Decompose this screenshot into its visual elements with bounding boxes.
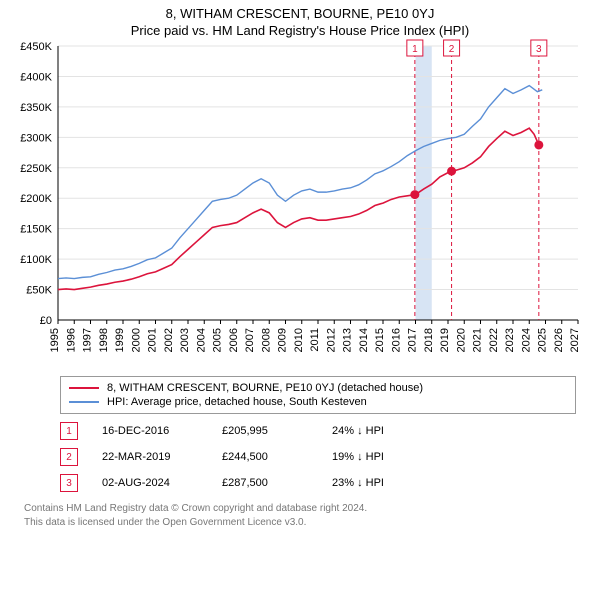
event-price: £244,500: [222, 451, 332, 463]
svg-text:£300K: £300K: [20, 132, 52, 144]
sale-events: 1 16-DEC-2016£205,99524% ↓ HPI 2 22-MAR-201…: [60, 418, 576, 496]
svg-text:£50K: £50K: [26, 285, 52, 297]
footnote: Contains HM Land Registry data © Crown c…: [24, 502, 576, 529]
event-price: £205,995: [222, 425, 332, 437]
svg-text:2009: 2009: [277, 328, 289, 352]
svg-text:2019: 2019: [439, 328, 451, 352]
page-subtitle: Price paid vs. HM Land Registry's House …: [0, 21, 600, 38]
event-diff: 19% ↓ HPI: [332, 451, 384, 463]
svg-text:2008: 2008: [260, 328, 272, 352]
legend: 8, WITHAM CRESCENT, BOURNE, PE10 0YJ (de…: [60, 376, 576, 414]
svg-text:2002: 2002: [163, 328, 175, 352]
legend-label: HPI: Average price, detached house, Sout…: [107, 396, 367, 408]
svg-text:£350K: £350K: [20, 102, 52, 114]
svg-text:2024: 2024: [520, 328, 532, 352]
svg-text:2018: 2018: [423, 328, 435, 352]
footnote-line: This data is licensed under the Open Gov…: [24, 516, 576, 530]
svg-text:1999: 1999: [114, 328, 126, 352]
page-title: 8, WITHAM CRESCENT, BOURNE, PE10 0YJ: [0, 0, 600, 21]
legend-swatch: [69, 387, 99, 389]
svg-text:2010: 2010: [293, 328, 305, 352]
footnote-line: Contains HM Land Registry data © Crown c…: [24, 502, 576, 516]
svg-text:2017: 2017: [407, 328, 419, 352]
svg-text:2001: 2001: [147, 328, 159, 352]
legend-row: 8, WITHAM CRESCENT, BOURNE, PE10 0YJ (de…: [69, 381, 567, 395]
svg-text:2021: 2021: [472, 328, 484, 352]
svg-text:2022: 2022: [488, 328, 500, 352]
event-diff: 24% ↓ HPI: [332, 425, 384, 437]
event-badge: 3: [60, 474, 78, 492]
svg-text:£400K: £400K: [20, 71, 52, 83]
svg-text:2012: 2012: [325, 328, 337, 352]
event-date: 02-AUG-2024: [102, 477, 222, 489]
svg-text:1: 1: [412, 44, 418, 55]
svg-text:£250K: £250K: [20, 163, 52, 175]
svg-text:£150K: £150K: [20, 224, 52, 236]
svg-text:3: 3: [536, 44, 542, 55]
event-badge: 1: [60, 422, 78, 440]
event-diff: 23% ↓ HPI: [332, 477, 384, 489]
svg-text:2026: 2026: [553, 328, 565, 352]
svg-text:2: 2: [449, 44, 455, 55]
svg-text:£100K: £100K: [20, 254, 52, 266]
event-row: 3 02-AUG-2024£287,50023% ↓ HPI: [60, 470, 576, 496]
svg-text:2025: 2025: [537, 328, 549, 352]
legend-row: HPI: Average price, detached house, Sout…: [69, 395, 567, 409]
legend-swatch: [69, 401, 99, 403]
svg-text:1998: 1998: [98, 328, 110, 352]
svg-text:2027: 2027: [569, 328, 581, 352]
svg-text:1996: 1996: [65, 328, 77, 352]
svg-text:£450K: £450K: [20, 41, 52, 53]
svg-text:1995: 1995: [49, 328, 61, 352]
svg-text:2004: 2004: [195, 328, 207, 352]
svg-text:2006: 2006: [228, 328, 240, 352]
svg-text:2016: 2016: [390, 328, 402, 352]
svg-text:2020: 2020: [455, 328, 467, 352]
svg-text:2011: 2011: [309, 328, 321, 352]
svg-text:2000: 2000: [130, 328, 142, 352]
svg-text:2014: 2014: [358, 328, 370, 352]
svg-text:2007: 2007: [244, 328, 256, 352]
svg-text:2005: 2005: [212, 328, 224, 352]
event-date: 22-MAR-2019: [102, 451, 222, 463]
svg-text:£0: £0: [40, 315, 52, 327]
svg-text:2013: 2013: [342, 328, 354, 352]
svg-text:2003: 2003: [179, 328, 191, 352]
event-row: 2 22-MAR-2019£244,50019% ↓ HPI: [60, 444, 576, 470]
svg-text:2015: 2015: [374, 328, 386, 352]
event-price: £287,500: [222, 477, 332, 489]
event-row: 1 16-DEC-2016£205,99524% ↓ HPI: [60, 418, 576, 444]
legend-label: 8, WITHAM CRESCENT, BOURNE, PE10 0YJ (de…: [107, 382, 423, 394]
price-chart: £0 £50K £100K £150K £200K £250K £300K £350K £400…: [0, 38, 600, 368]
svg-text:£200K: £200K: [20, 193, 52, 205]
svg-text:1997: 1997: [82, 328, 94, 352]
event-badge: 2: [60, 448, 78, 466]
event-date: 16-DEC-2016: [102, 425, 222, 437]
svg-text:2023: 2023: [504, 328, 516, 352]
